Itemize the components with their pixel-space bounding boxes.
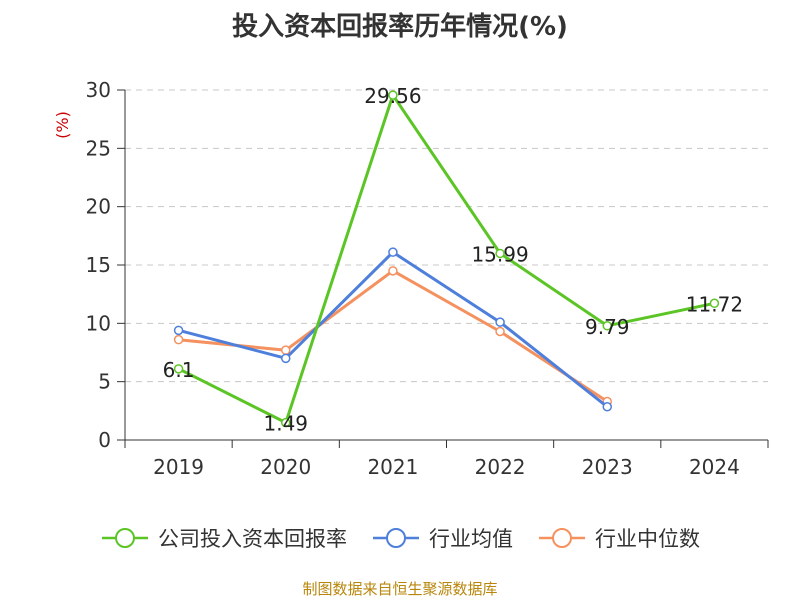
data-point-0-2019 xyxy=(173,364,184,374)
y-axis-label: (%) xyxy=(53,111,72,139)
data-point-0-2023 xyxy=(602,321,612,331)
data-point-1-2019 xyxy=(173,325,184,336)
y-tick-label-10: 10 xyxy=(86,311,111,335)
legend-marker-icon xyxy=(539,528,585,548)
y-tick-label-15: 15 xyxy=(86,253,111,277)
legend-label: 行业中位数 xyxy=(595,527,700,551)
data-point-0-2024 xyxy=(709,298,720,309)
y-tick-label-5: 5 xyxy=(98,370,111,394)
legend-label: 公司投入资本回报率 xyxy=(158,527,347,551)
data-point-2-2022 xyxy=(495,326,505,337)
legend-circle xyxy=(552,528,572,548)
data-point-1-2020 xyxy=(281,353,291,364)
legend-item-1[interactable]: 行业均值 xyxy=(371,523,513,553)
y-tick-label-25: 25 xyxy=(86,136,111,160)
data-point-1-2023 xyxy=(602,402,612,412)
data-point-2-2019 xyxy=(173,334,184,345)
x-tick-label-2020: 2020 xyxy=(260,455,311,479)
legend-marker-icon xyxy=(102,528,148,548)
legend-label: 行业均值 xyxy=(429,527,513,551)
data-label-2023: 9.79 xyxy=(585,315,630,339)
legend-item-0[interactable]: 公司投入资本回报率 xyxy=(100,523,347,553)
source-note: 制图数据来自恒生聚源数据库 xyxy=(302,580,498,598)
data-label-2022: 15.99 xyxy=(471,242,528,266)
x-tick-label-2023: 2023 xyxy=(582,455,633,479)
data-point-1-2022 xyxy=(495,317,505,327)
y-tick-label-20: 20 xyxy=(86,195,111,219)
data-label-2019: 6.1 xyxy=(163,358,195,382)
y-tick-label-30: 30 xyxy=(86,78,111,102)
legend: 公司投入资本回报率 行业均值 行业中位数 xyxy=(0,520,800,556)
data-label-2024: 11.72 xyxy=(686,292,743,316)
y-tick-label-0: 0 xyxy=(98,428,111,452)
data-point-0-2021 xyxy=(388,90,398,100)
series-lines xyxy=(173,90,720,428)
axes: 0 5 10 15 20 25 30 2019 2020 2021 2022 2023 2024 xyxy=(86,78,769,479)
x-tick-label-2019: 2019 xyxy=(153,455,204,479)
legend-marker-icon xyxy=(373,528,419,548)
gridlines xyxy=(125,89,768,383)
data-point-2-2020 xyxy=(281,345,291,355)
x-tick-label-2022: 2022 xyxy=(475,455,526,479)
legend-circle xyxy=(386,528,406,548)
data-point-0-2020 xyxy=(281,417,291,428)
data-labels: 6.1 1.49 29.56 15.99 9.79 11.72 xyxy=(163,84,743,435)
data-label-2021: 29.56 xyxy=(364,84,421,108)
x-tick-label-2024: 2024 xyxy=(689,455,740,479)
data-point-2-2021 xyxy=(388,266,398,276)
chart-title: 投入资本回报率历年情况(%) xyxy=(232,12,568,42)
x-tick-label-2021: 2021 xyxy=(367,455,418,479)
legend-item-2[interactable]: 行业中位数 xyxy=(537,523,700,553)
data-point-1-2021 xyxy=(388,247,398,257)
data-point-0-2022 xyxy=(495,248,505,259)
series-line-0 xyxy=(177,93,715,425)
legend-circle xyxy=(115,528,135,548)
data-label-2020: 1.49 xyxy=(263,412,308,436)
